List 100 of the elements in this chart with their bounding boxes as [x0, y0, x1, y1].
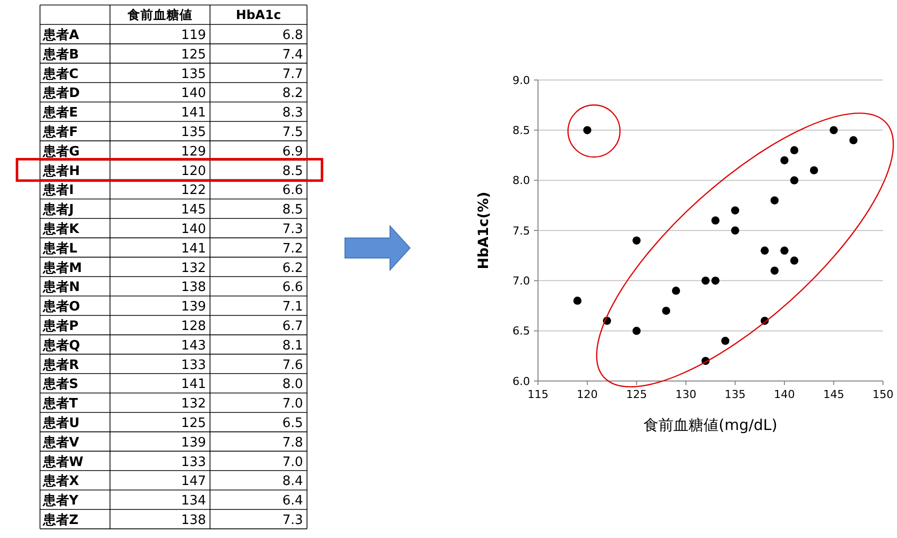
x-axis-title: 食前血糖値(mg/dL) [644, 416, 778, 434]
data-label: 7.3 [282, 222, 303, 237]
x-tick-label: 120 [576, 388, 598, 401]
x-tick-label: 150 [872, 388, 894, 401]
text: HbA1c [236, 6, 282, 22]
category-label: 患者M [42, 260, 82, 276]
point [573, 296, 582, 305]
data-label: 6.9 [282, 144, 303, 160]
y-tick-label: 6.0 [512, 374, 530, 388]
point [731, 206, 740, 214]
y-tick-label: 7.5 [512, 224, 530, 238]
data-label: 6.8 [282, 28, 303, 43]
data-label: 141 [181, 241, 206, 256]
category-label: 患者F [42, 124, 78, 140]
data-label: 7.1 [282, 300, 303, 315]
category-label: 患者U [42, 414, 80, 431]
category-label: 患者N [42, 279, 80, 296]
point [702, 276, 710, 285]
data-label: 8.3 [282, 106, 303, 121]
category-label: 患者R [42, 356, 80, 373]
data-label: 8.2 [282, 86, 303, 102]
data-label: 139 [181, 300, 206, 315]
point [760, 246, 769, 255]
point [770, 266, 779, 275]
data-label: 128 [181, 318, 206, 334]
point [790, 176, 798, 184]
point [790, 146, 798, 154]
point [849, 136, 858, 144]
data-label: 7.8 [282, 435, 303, 450]
x-tick-label: 115 [528, 388, 548, 401]
data-label: 133 [181, 358, 206, 373]
category-label: 患者E [42, 104, 78, 121]
y-tick-label: 9.0 [512, 74, 530, 87]
data-label: 6.6 [282, 280, 303, 296]
point [632, 236, 641, 245]
category-label: 患者A [42, 26, 80, 43]
x-tick-label: 135 [724, 388, 746, 401]
y-tick-label: 6.5 [512, 324, 530, 338]
point [731, 226, 740, 235]
data-label: 140 [181, 86, 206, 102]
data-label: 125 [181, 47, 206, 62]
point [672, 286, 680, 295]
category-label: 患者T [42, 396, 78, 412]
y-tick-label: 7.0 [512, 274, 530, 288]
data-label: 132 [181, 396, 206, 412]
point [830, 126, 838, 134]
data-label: 7.2 [282, 241, 303, 256]
x-tick-label: 125 [626, 388, 648, 401]
data-label: 138 [181, 280, 206, 296]
point [632, 326, 641, 335]
data-label: 122 [181, 183, 206, 198]
data-label: 7.4 [282, 47, 303, 62]
point [810, 166, 818, 174]
data-label: 143 [181, 338, 206, 354]
category-label: 患者L [42, 240, 78, 256]
category-label: 患者G [42, 143, 80, 160]
category-label: 患者B [42, 46, 79, 62]
category-label: 患者Q [42, 337, 80, 354]
data-label: 7.0 [282, 454, 303, 470]
y-tick-label: 8.5 [512, 124, 530, 138]
data-label: 6.2 [282, 260, 303, 276]
data-label: 7.6 [282, 358, 303, 373]
y-axis-title: HbA1c(%) [476, 192, 492, 270]
category-label: 患者K [42, 220, 80, 237]
category-label: 患者Y [42, 492, 79, 509]
data-label: 134 [181, 494, 206, 509]
x-tick-label: 130 [675, 388, 696, 401]
data-label: 8.0 [282, 377, 303, 392]
category-label: 患者V [42, 434, 80, 450]
data-label: 7.5 [282, 124, 303, 140]
point [583, 126, 592, 134]
category-label: 患者C [42, 66, 79, 82]
category-label: 患者S [42, 376, 78, 392]
point [721, 336, 730, 345]
point [662, 306, 670, 315]
data-label: 141 [181, 106, 206, 121]
category-label: 患者D [42, 85, 80, 102]
data-label: 141 [181, 377, 206, 392]
point [780, 246, 788, 255]
point [711, 216, 720, 225]
category-label: 患者X [42, 473, 80, 490]
category-label: 患者Z [42, 512, 78, 528]
data-label: 120 [181, 164, 206, 179]
data-label: 8.5 [282, 202, 303, 218]
data-label: 8.4 [282, 474, 303, 490]
data-label: 8.5 [282, 164, 303, 179]
data-label: 133 [181, 454, 206, 470]
category-label: 患者W [42, 454, 84, 470]
category-label: 患者P [42, 318, 79, 334]
data-label: 135 [181, 66, 206, 82]
category-label: 患者O [42, 298, 80, 315]
data-label: 7.0 [282, 396, 303, 412]
category-label: 患者J [42, 202, 74, 218]
x-tick-label: 145 [823, 388, 844, 401]
data-label: 119 [181, 28, 206, 43]
data-label: 125 [181, 416, 206, 431]
category-label: 患者H [42, 162, 80, 179]
data-label: 6.4 [282, 494, 303, 509]
y-tick-label: 8.0 [512, 174, 530, 188]
point [770, 196, 779, 204]
